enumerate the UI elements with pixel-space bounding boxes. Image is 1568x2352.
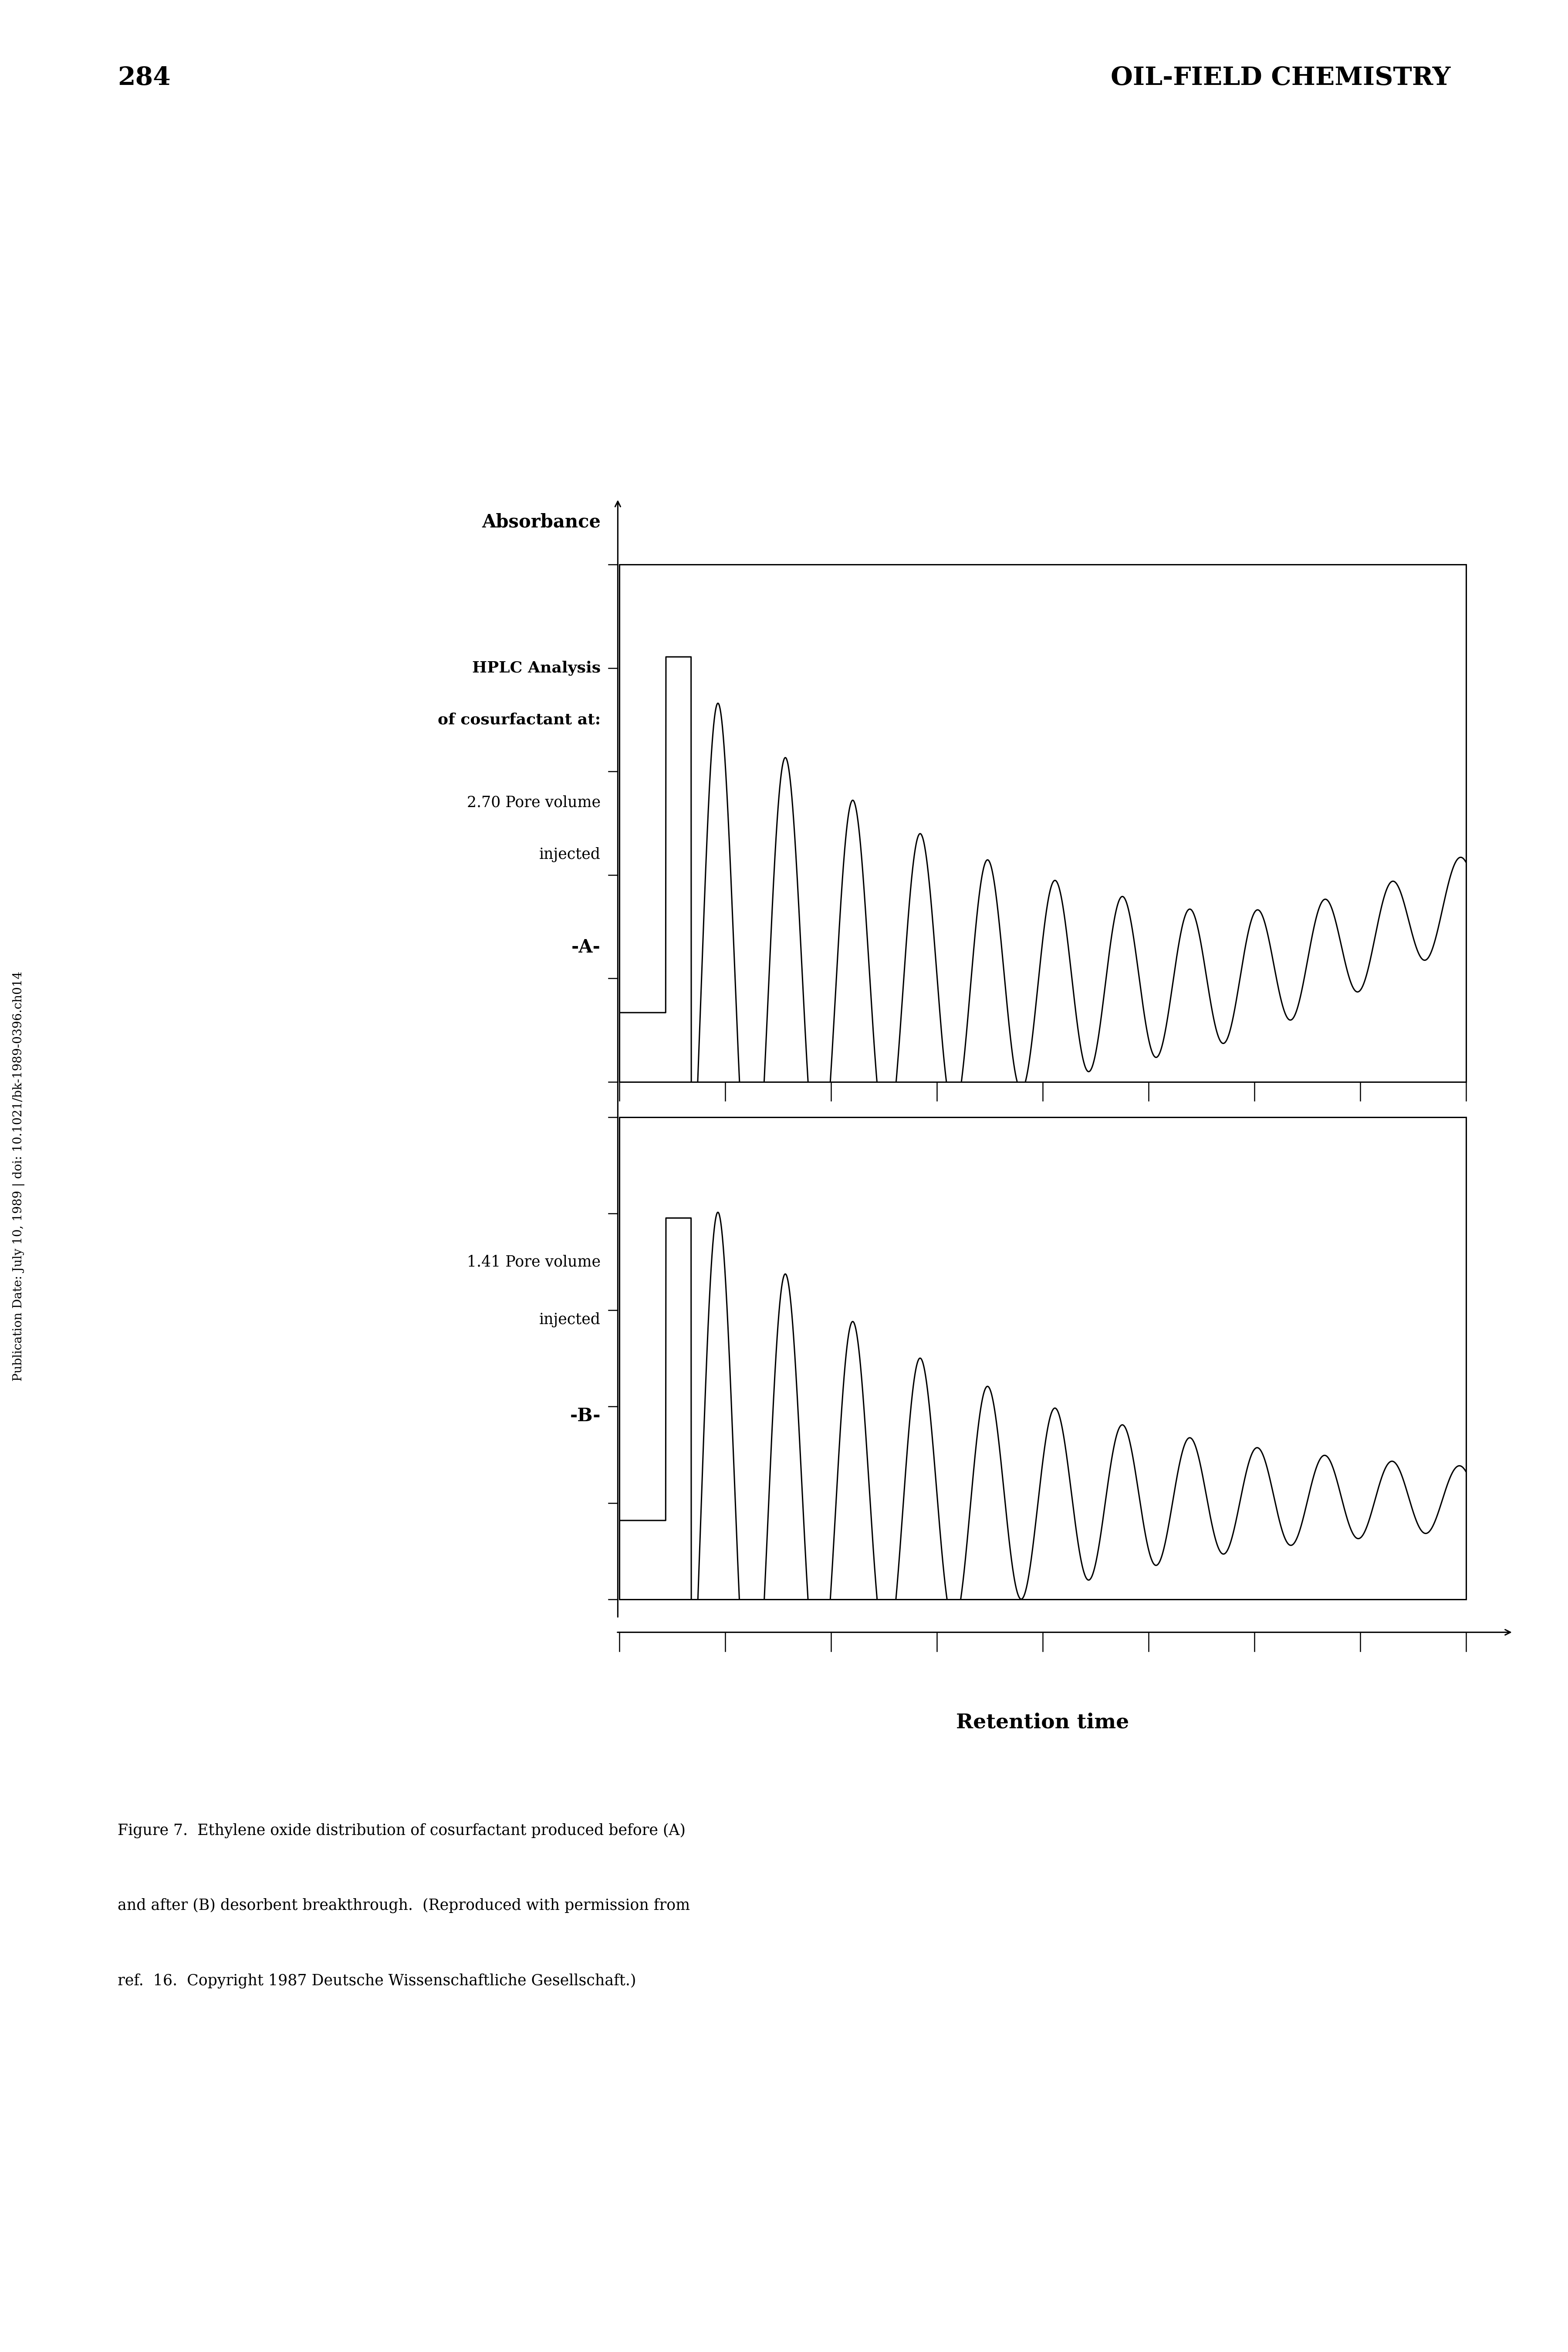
Text: and after (B) desorbent breakthrough.  (Reproduced with permission from: and after (B) desorbent breakthrough. (R… [118,1898,690,1912]
Text: Absorbance: Absorbance [481,513,601,532]
Text: 2.70 Pore volume: 2.70 Pore volume [467,795,601,809]
Text: 284: 284 [118,66,171,89]
Text: -A-: -A- [571,938,601,957]
Text: Publication Date: July 10, 1989 | doi: 10.1021/bk-1989-0396.ch014: Publication Date: July 10, 1989 | doi: 1… [13,971,25,1381]
Text: -B-: -B- [569,1406,601,1425]
Text: Retention time: Retention time [956,1712,1129,1733]
Text: HPLC Analysis: HPLC Analysis [472,661,601,675]
Text: OIL-FIELD CHEMISTRY: OIL-FIELD CHEMISTRY [1110,66,1450,89]
Text: of cosurfactant at:: of cosurfactant at: [437,713,601,727]
Text: injected: injected [539,1312,601,1327]
Text: Figure 7.  Ethylene oxide distribution of cosurfactant produced before (A): Figure 7. Ethylene oxide distribution of… [118,1823,685,1837]
Text: ref.  16.  Copyright 1987 Deutsche Wissenschaftliche Gesellschaft.): ref. 16. Copyright 1987 Deutsche Wissens… [118,1973,637,1987]
Text: 1.41 Pore volume: 1.41 Pore volume [467,1254,601,1270]
Text: injected: injected [539,847,601,861]
